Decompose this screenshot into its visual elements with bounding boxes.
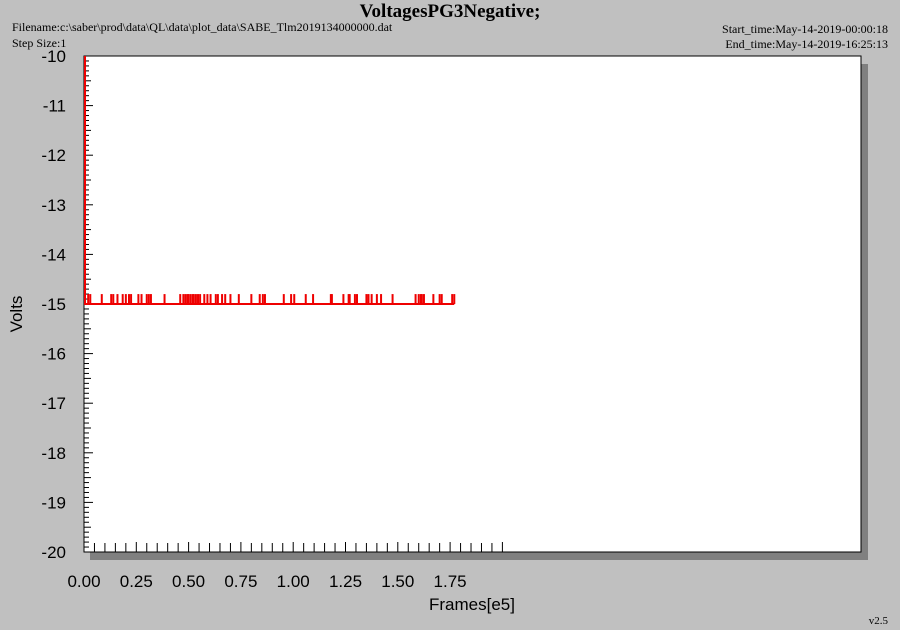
x-tick-label: 1.25 <box>329 572 362 591</box>
end-time-label: End_time:May-14-2019-16:25:13 <box>725 37 888 51</box>
y-axis: -10 -11 -12 -13 -14 -15 -16 -17 -18 -19 -20 <box>41 47 93 562</box>
x-axis-label: Frames[e5] <box>429 595 515 614</box>
x-tick-label: 0.25 <box>120 572 153 591</box>
y-tick-label: -12 <box>41 146 66 165</box>
x-tick-label: 0.75 <box>224 572 257 591</box>
x-tick-label: 1.00 <box>277 572 310 591</box>
x-tick-label: 0.00 <box>67 572 100 591</box>
x-tick-label: 1.75 <box>434 572 467 591</box>
x-tick-label: 1.50 <box>381 572 414 591</box>
y-axis-label: Volts <box>7 296 26 333</box>
y-tick-label: -10 <box>41 47 66 66</box>
y-tick-label: -15 <box>41 295 66 314</box>
version-label: v2.5 <box>868 615 888 627</box>
start-time-label: Start_time:May-14-2019-00:00:18 <box>722 22 888 36</box>
x-axis: 0.00 0.25 0.50 0.75 1.00 1.25 1.50 1.75 <box>67 542 503 591</box>
y-tick-label: -19 <box>41 493 66 512</box>
series-layer <box>84 56 456 305</box>
chart-title: VoltagesPG3Negative; <box>359 1 541 22</box>
y-tick-label: -13 <box>41 196 66 215</box>
y-tick-label: -14 <box>41 245 66 264</box>
step-size-label: Step Size:1 <box>12 36 67 50</box>
y-tick-label: -18 <box>41 444 66 463</box>
filename-label: Filename:c:\saber\prod\data\QL\data\plot… <box>12 20 393 34</box>
y-tick-label: -20 <box>41 543 66 562</box>
y-tick-label: -16 <box>41 345 66 364</box>
y-tick-label: -11 <box>43 97 66 116</box>
x-tick-label: 0.50 <box>172 572 205 591</box>
y-tick-label: -17 <box>41 394 66 413</box>
